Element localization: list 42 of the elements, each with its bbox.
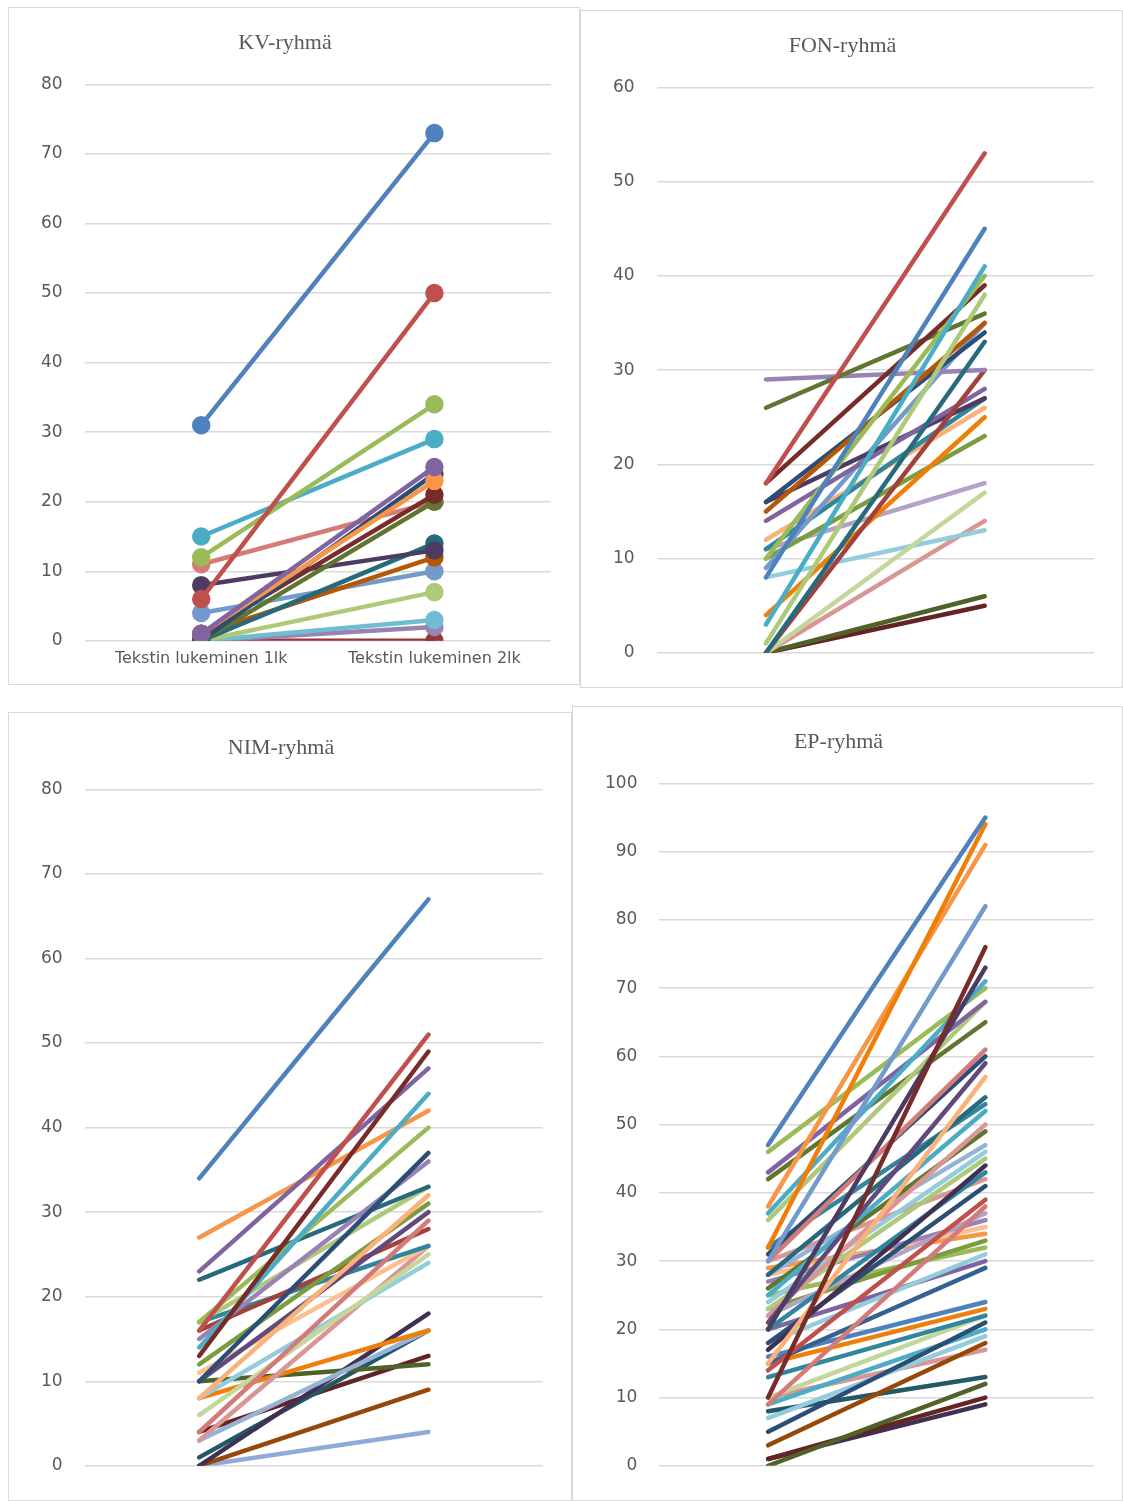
y-tick-label: 60 (612, 75, 635, 96)
y-tick-label: 10 (40, 1369, 63, 1390)
y-tick-label: 20 (40, 490, 63, 511)
chart-title: KV-ryhmä (238, 28, 332, 54)
y-tick-label: 40 (612, 264, 635, 285)
y-tick-label: 10 (40, 559, 63, 580)
y-tick-label: 70 (40, 142, 63, 163)
y-tick-label: 80 (40, 777, 63, 798)
y-tick-label: 20 (612, 452, 635, 473)
y-tick-label: 70 (40, 862, 63, 883)
y-tick-label: 0 (51, 629, 63, 650)
chart-title: EP-ryhmä (793, 727, 884, 753)
y-tick-label: 40 (40, 1116, 63, 1137)
y-tick-label: 100 (604, 771, 638, 792)
y-tick-label: 30 (612, 358, 635, 379)
y-tick-label: 0 (51, 1454, 63, 1475)
y-tick-label: 90 (615, 840, 638, 861)
y-tick-label: 50 (40, 281, 63, 302)
y-tick-label: 80 (615, 908, 638, 929)
y-tick-label: 60 (40, 211, 63, 232)
y-tick-label: 40 (40, 351, 63, 372)
y-tick-label: 60 (615, 1044, 638, 1065)
y-tick-label: 20 (40, 1285, 63, 1306)
y-tick-label: 10 (612, 546, 635, 567)
y-tick-label: 30 (615, 1249, 638, 1270)
y-tick-label: 50 (615, 1113, 638, 1134)
y-tick-label: 80 (40, 72, 63, 93)
y-tick-label: 10 (615, 1385, 638, 1406)
x-tick-label: Tekstin lukeminen 1lk (113, 647, 289, 667)
x-tick-label: Tekstin lukeminen 2lk (347, 647, 522, 667)
chart-title: FON-ryhmä (788, 31, 897, 57)
y-tick-label: 0 (626, 1454, 638, 1475)
y-tick-label: 60 (40, 946, 63, 967)
y-tick-label: 30 (40, 1200, 63, 1221)
y-tick-label: 50 (612, 170, 635, 191)
y-tick-label: 20 (615, 1317, 638, 1338)
y-tick-label: 30 (40, 420, 63, 441)
y-tick-label: 0 (623, 641, 635, 662)
y-tick-label: 70 (615, 976, 638, 997)
chart-title: NIM-ryhmä (227, 733, 335, 759)
y-tick-label: 40 (615, 1181, 638, 1202)
y-tick-label: 50 (40, 1031, 63, 1052)
